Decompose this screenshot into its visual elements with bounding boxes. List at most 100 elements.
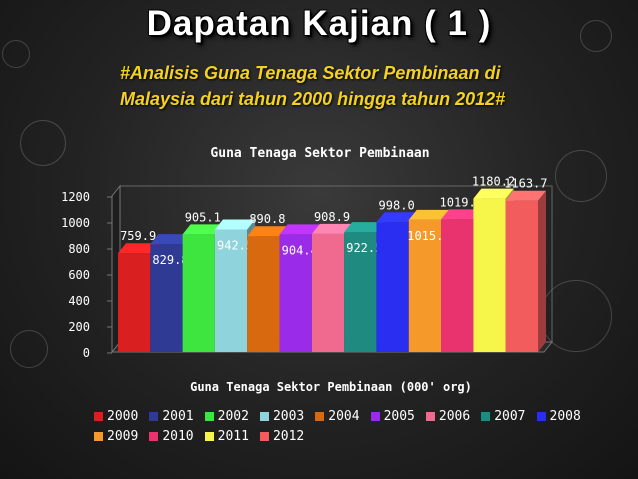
bar-2004: 890.8	[247, 212, 288, 352]
legend-item-2010: 2010	[149, 428, 194, 444]
bar-top	[408, 209, 450, 220]
data-label: 829.8	[152, 253, 188, 267]
bar-front	[279, 234, 312, 352]
data-label: 998.0	[379, 198, 415, 212]
chart-title: Guna Tenaga Sektor Pembinaan	[210, 146, 429, 161]
legend-label: 2007	[494, 408, 526, 424]
decor-bubble	[20, 120, 66, 166]
bar-front	[311, 233, 345, 352]
y-tick-label: 600	[68, 268, 90, 282]
bar-top	[311, 223, 353, 234]
legend-item-2009: 2009	[94, 428, 138, 444]
chart-area: 0 200 400 600 800 1000 1200 759.9 829.8 905.1 942.…	[61, 175, 554, 360]
bar-top	[150, 234, 191, 245]
slide-subtitle: #Analisis Guna Tenaga Sektor Pembinaan d…	[120, 60, 540, 112]
legend-label: 2000	[107, 408, 139, 424]
bar-top	[473, 188, 514, 199]
data-label: 890.8	[249, 212, 285, 226]
legend-item-2004: 2004	[315, 408, 360, 424]
data-label: 904.4	[282, 243, 318, 257]
legend-item-2001: 2001	[149, 408, 194, 424]
bar-top	[505, 190, 546, 201]
legend-item-2000: 2000	[94, 408, 138, 424]
subtitle-line-1: #Analisis Guna Tenaga Sektor Pembinaan d…	[120, 63, 501, 83]
legend-item-2005: 2005	[370, 408, 415, 424]
y-tick-label: 0	[83, 346, 90, 360]
bar-front	[118, 253, 151, 352]
decor-bubble	[2, 40, 30, 68]
data-label: 1015.9	[407, 229, 450, 243]
legend-swatch	[481, 411, 491, 421]
legend-label: 2009	[107, 428, 139, 444]
legend-label: 2012	[272, 428, 305, 444]
bar-top	[118, 243, 159, 254]
bar-2000: 759.9	[118, 229, 159, 352]
legend-swatch	[425, 411, 435, 421]
legend-label: 2002	[217, 408, 249, 424]
legend-label: 2005	[383, 408, 415, 424]
y-tick-label: 1200	[61, 190, 90, 204]
bar-front	[473, 198, 506, 352]
legend-swatch	[315, 411, 325, 421]
bar-side	[538, 190, 546, 352]
legend-swatch	[149, 411, 159, 421]
legend-label: 2010	[162, 428, 194, 444]
legend-swatch	[204, 411, 214, 421]
bar-2012: 1163.7	[504, 177, 548, 352]
legend-label: 2004	[328, 408, 360, 424]
data-label: 1163.7	[504, 177, 547, 191]
y-tick-label: 400	[68, 294, 90, 308]
decor-bubble	[10, 330, 48, 368]
data-label: 1019.8	[440, 195, 483, 209]
bar-top	[441, 209, 482, 220]
data-label: 942.5	[217, 238, 253, 252]
legend-swatch	[149, 431, 159, 441]
legend-swatch	[259, 431, 269, 441]
y-tick-label: 200	[68, 320, 90, 334]
legend-item-2011: 2011	[204, 428, 249, 444]
y-tick-label: 1000	[61, 216, 90, 230]
y-tick-label: 800	[68, 242, 90, 256]
data-label: 908.9	[314, 210, 350, 224]
bar-front	[505, 200, 538, 352]
legend-item-2006: 2006	[425, 408, 471, 424]
x-axis-label: Guna Tenaga Sektor Pembinaan (000' org)	[190, 380, 472, 394]
legend-item-2007: 2007	[481, 408, 526, 424]
slide-title: Dapatan Kajian ( 1 )	[146, 4, 492, 43]
legend-swatch	[259, 411, 269, 421]
legend-item-2003: 2003	[259, 408, 305, 424]
legend-swatch	[536, 411, 546, 421]
bar-front	[408, 219, 442, 352]
bar-top	[214, 219, 256, 230]
data-label: 905.1	[185, 210, 221, 224]
bar-front	[247, 236, 280, 352]
bar-top	[247, 226, 288, 237]
legend-label: 2006	[438, 408, 471, 424]
bar-front	[150, 244, 183, 352]
bar-top	[344, 222, 385, 233]
legend-swatch	[370, 411, 380, 421]
bar-front	[182, 234, 215, 352]
bar-front	[344, 232, 377, 352]
bar-top	[376, 212, 417, 223]
bar-front	[214, 229, 248, 352]
legend-item-2002: 2002	[204, 408, 249, 424]
legend-item-2008: 2008	[536, 408, 581, 424]
decor-bubble	[580, 20, 612, 52]
subtitle-line-2: Malaysia dari tahun 2000 hingga tahun 20…	[120, 89, 506, 109]
legend-swatch	[94, 411, 103, 421]
legend-label: 2008	[549, 408, 581, 424]
bar-front	[441, 219, 474, 352]
legend-label: 2011	[217, 428, 249, 444]
legend-item-2012: 2012	[259, 428, 305, 444]
legend-swatch	[94, 431, 103, 441]
legend-label: 2001	[162, 408, 194, 424]
data-label: 1180.2	[472, 175, 515, 189]
data-label: 922.5	[346, 241, 382, 255]
decor-bubble	[555, 150, 607, 202]
legend-label: 2003	[272, 408, 305, 424]
bar-top	[279, 224, 320, 235]
chart-legend: 2000 2001 2002 2003 2004 2005 2006 2007 2008 2009…	[94, 408, 594, 444]
bar-front	[376, 222, 409, 352]
